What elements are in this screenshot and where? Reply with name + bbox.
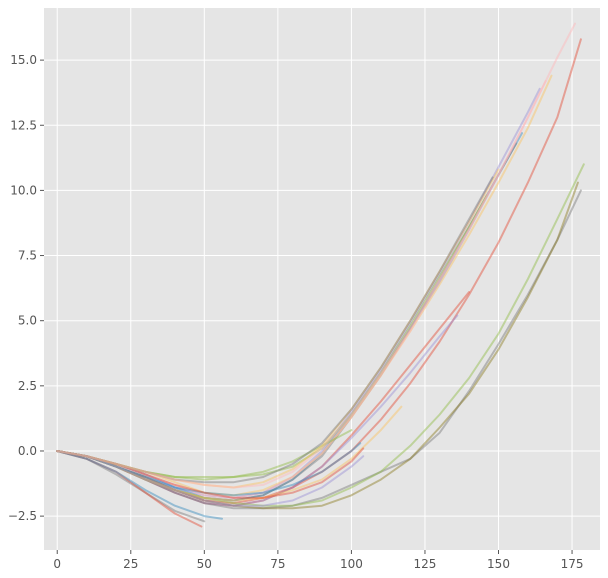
y-axis-ticks: −2.5 0.0 2.5 5.0 7.5 10.0 12.5 15.0 [8,53,44,523]
series-line [56,181,579,510]
x-tick-label: 50 [197,557,212,571]
x-tick-label: 100 [340,557,363,571]
series-line [56,450,223,520]
y-tick-label: −2.5 [8,509,37,523]
series-line [56,87,541,499]
series-line [56,405,403,502]
series-line [56,80,547,489]
x-axis-ticks: 0 25 50 75 100 125 150 175 [53,550,584,571]
series-line [56,74,553,497]
y-tick-label: 7.5 [18,249,37,263]
y-tick-label: 10.0 [10,183,37,197]
series-line [56,429,353,481]
x-tick-label: 25 [123,557,138,571]
series-line [56,22,576,499]
series-line [56,450,365,507]
x-tick-label: 175 [561,557,584,571]
y-tick-label: 5.0 [18,314,37,328]
series-line [56,447,365,499]
y-tick-label: 12.5 [10,118,37,132]
series-line [56,142,518,502]
x-tick-label: 125 [414,557,437,571]
series-line [56,163,585,507]
x-tick-label: 75 [270,557,285,571]
series-line [56,38,582,505]
series-line [56,168,500,489]
series-line [56,442,362,497]
series-line [56,194,488,478]
series-line [56,132,523,502]
x-tick-label: 150 [487,557,510,571]
series-line [56,189,582,510]
grid-lines [44,8,600,550]
y-tick-label: 15.0 [10,53,37,67]
series-line [56,291,471,507]
data-series [56,22,585,528]
series-line [56,450,206,523]
y-tick-label: 0.0 [18,444,37,458]
series-line [56,450,203,528]
plot-background [44,8,600,550]
y-tick-label: 2.5 [18,379,37,393]
x-tick-label: 0 [53,557,61,571]
series-line [56,176,494,484]
series-line [56,314,459,507]
